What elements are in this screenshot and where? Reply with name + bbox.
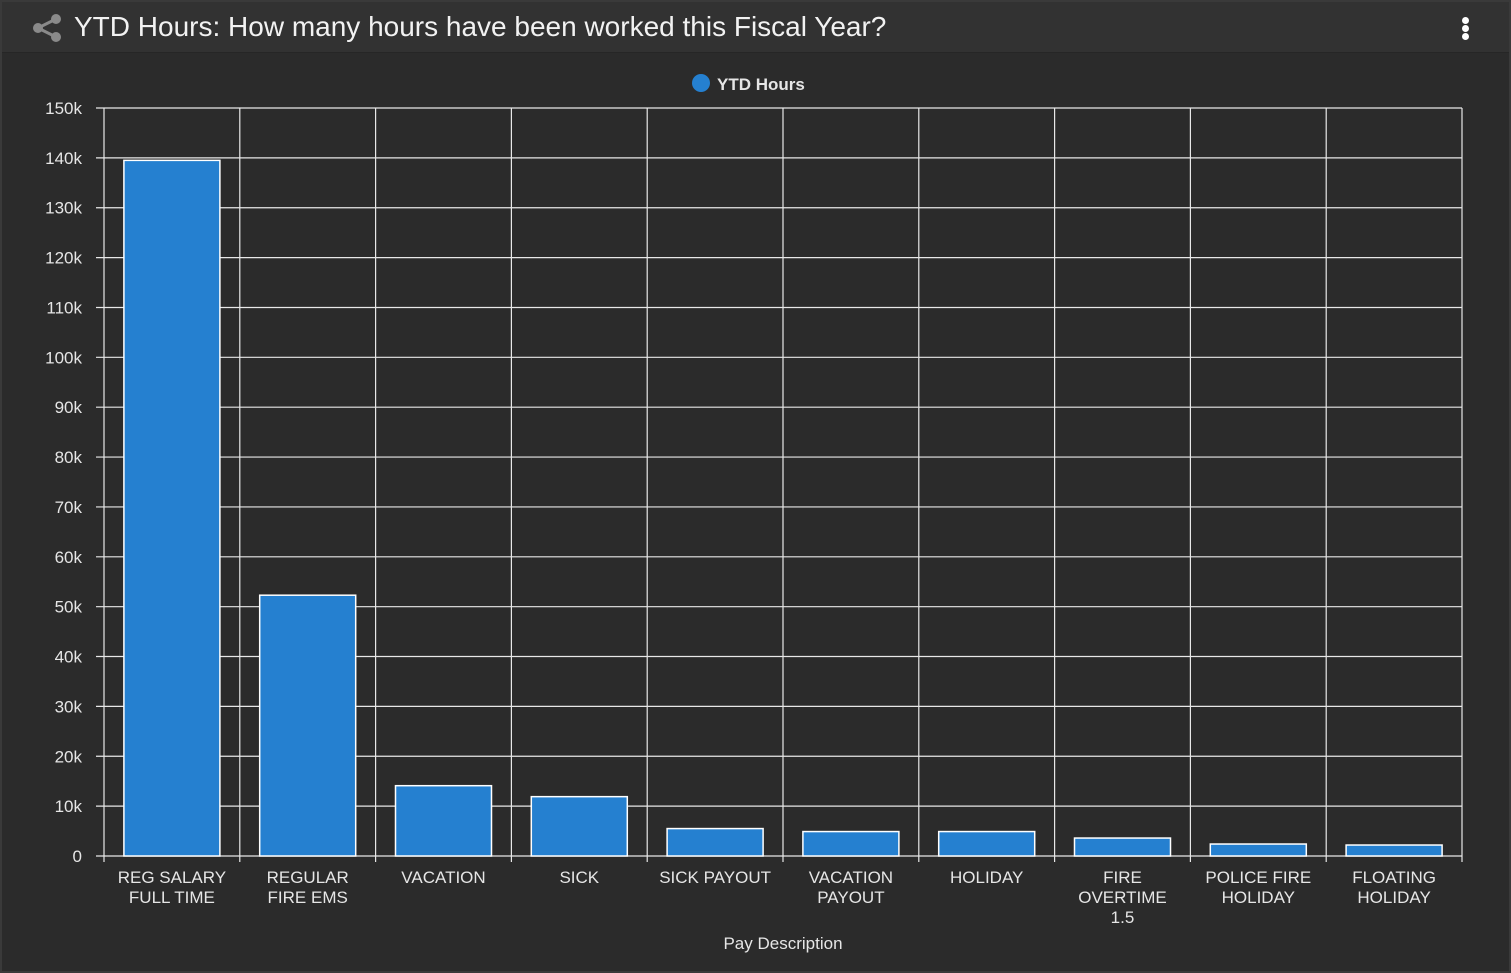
bar [394,784,493,857]
y-tick-label: 50k [55,598,83,617]
bar [258,594,357,857]
x-tick-label: HOLIDAY [950,868,1023,887]
bar [1209,843,1308,857]
y-tick-label: 130k [45,199,82,218]
y-tick-label: 110k [46,298,82,317]
bar [666,827,764,857]
y-tick-label: 0 [73,847,82,866]
x-tick-label: REG SALARY FULL TIME [118,868,226,907]
y-tick-label: 60k [55,548,83,567]
y-tick-label: 120k [45,249,82,268]
y-tick-label: 140k [45,149,82,168]
x-tick-label: VACATION PAYOUT [809,868,893,907]
x-tick-label: FIRE OVERTIME 1.5 [1078,868,1166,927]
x-tick-label: FLOATING HOLIDAY [1352,868,1436,907]
y-tick-label: 10k [55,797,83,816]
x-tick-label: SICK [559,868,599,887]
x-tick-label: VACATION [401,868,485,887]
y-tick-label: 80k [55,448,83,467]
share-icon [33,14,61,42]
y-tick-label: 20k [55,747,83,766]
y-tick-label: 150k [45,99,82,118]
y-tick-label: 100k [45,348,82,367]
bar [1073,837,1172,857]
bar [123,159,221,857]
y-tick-label: 40k [55,648,83,667]
x-tick-label: REGULAR FIRE EMS [267,868,349,907]
y-tick-label: 30k [55,697,83,716]
bar [937,830,1036,857]
widget-title: YTD Hours: How many hours have been work… [74,11,887,42]
x-tick-label: SICK PAYOUT [659,868,771,887]
legend-label: YTD Hours [717,75,805,94]
more-vertical-icon[interactable] [1452,10,1480,46]
x-axis-title: Pay Description [723,934,842,953]
widget-header: YTD Hours: How many hours have been work… [2,2,1509,53]
bar [530,795,629,857]
legend-marker [692,74,710,92]
bar [802,830,900,857]
bar [1345,844,1443,857]
x-tick-label: POLICE FIRE HOLIDAY [1205,868,1311,907]
y-tick-label: 70k [55,498,83,517]
y-tick-label: 90k [55,398,83,417]
